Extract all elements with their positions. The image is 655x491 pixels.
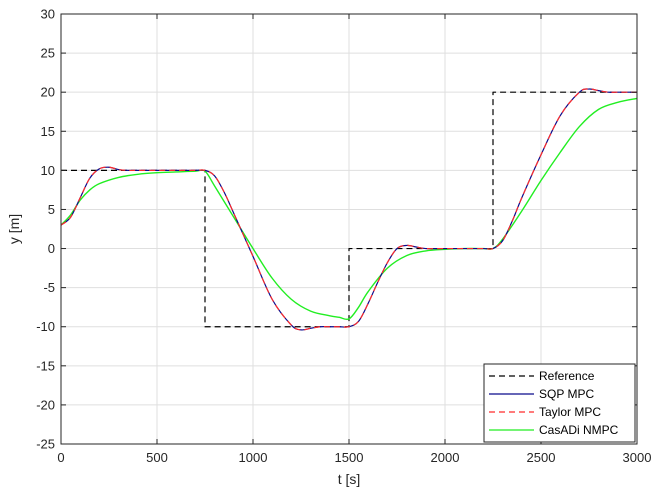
y-tick-label: 20 (41, 85, 55, 100)
x-tick-label: 0 (57, 450, 64, 465)
casadi-nmpc-line (60, 97, 638, 321)
y-tick-label: 5 (48, 202, 55, 217)
legend-item-sqp-mpc-label: SQP MPC (539, 387, 594, 401)
legend: Reference SQP MPC Taylor MPC CasADi NMPC (483, 363, 636, 443)
y-tick-label: -10 (36, 319, 55, 334)
x-tick-label: 1500 (335, 450, 364, 465)
legend-item-reference-label: Reference (539, 369, 595, 383)
y-tick-label: -15 (36, 358, 55, 373)
y-tick-label: -20 (36, 397, 55, 412)
legend-item-casadi-nmpc-label: CasADi NMPC (539, 423, 619, 437)
series-group (60, 88, 638, 331)
y-tick-label: 15 (41, 124, 55, 139)
y-tick-label: 25 (41, 46, 55, 61)
x-tick-label: 1000 (239, 450, 268, 465)
y-tick-label: -5 (43, 280, 55, 295)
reference-line (61, 91, 637, 328)
y-tick-label: 30 (41, 7, 55, 22)
x-tick-label: 2000 (431, 450, 460, 465)
y-tick-label: -25 (36, 437, 55, 452)
tick-group: 0 500 1000 1500 2000 2500 3000 -25 -20 -15 -10 -5 0 5… (36, 7, 651, 466)
legend-box (483, 363, 636, 443)
legend-item-taylor-mpc-label: Taylor MPC (539, 405, 601, 419)
x-axis-label: t [s] (338, 471, 361, 487)
y-axis-label: y [m] (6, 214, 22, 244)
x-tick-label: 3000 (623, 450, 652, 465)
y-tick-label: 0 (48, 241, 55, 256)
x-tick-label: 500 (146, 450, 168, 465)
y-tick-label: 10 (41, 163, 55, 178)
x-tick-label: 2500 (527, 450, 556, 465)
taylor-mpc-line (60, 88, 637, 331)
